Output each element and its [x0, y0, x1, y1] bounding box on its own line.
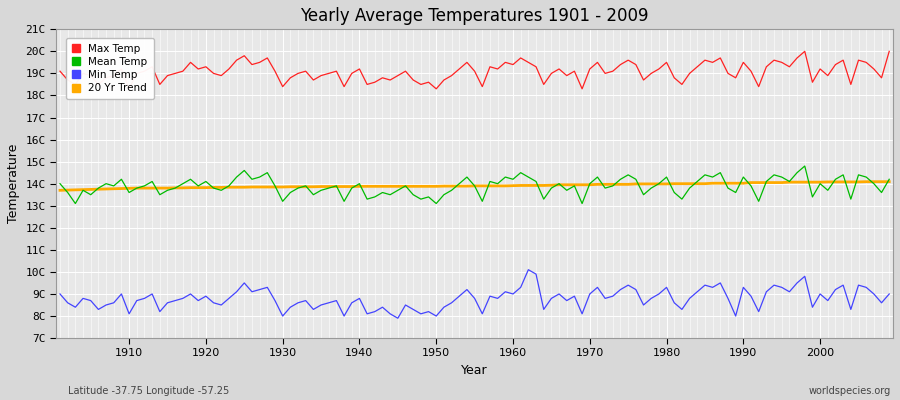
- Y-axis label: Temperature: Temperature: [7, 144, 20, 223]
- Legend: Max Temp, Mean Temp, Min Temp, 20 Yr Trend: Max Temp, Mean Temp, Min Temp, 20 Yr Tre…: [66, 38, 154, 100]
- X-axis label: Year: Year: [462, 364, 488, 377]
- Text: worldspecies.org: worldspecies.org: [809, 386, 891, 396]
- Text: Latitude -37.75 Longitude -57.25: Latitude -37.75 Longitude -57.25: [68, 386, 229, 396]
- Title: Yearly Average Temperatures 1901 - 2009: Yearly Average Temperatures 1901 - 2009: [301, 7, 649, 25]
